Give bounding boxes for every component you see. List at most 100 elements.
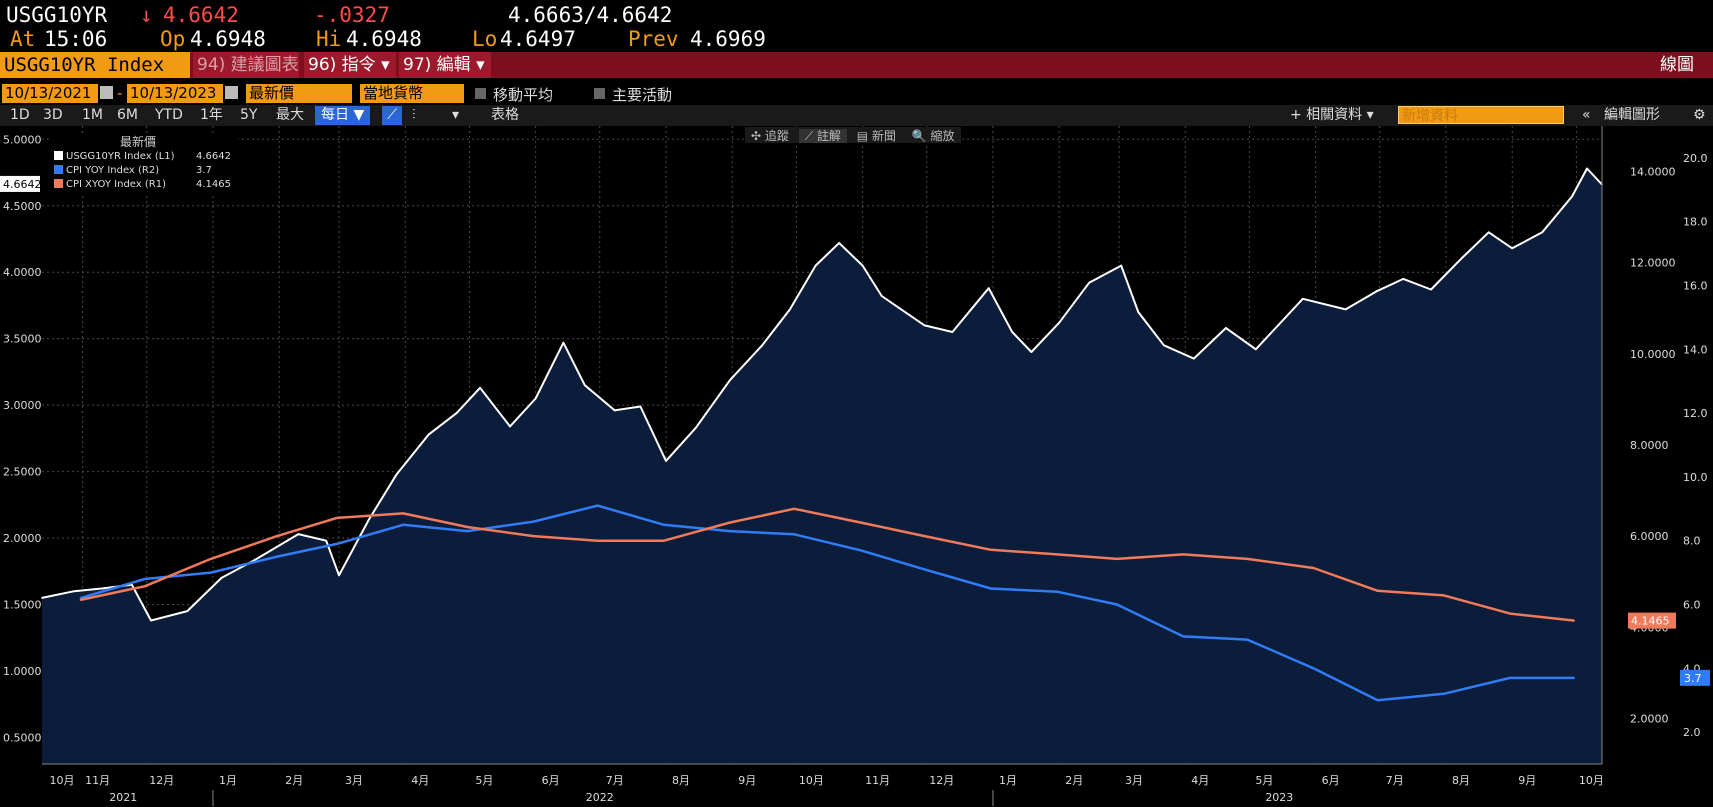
end-date-input[interactable]: 10/13/2023 bbox=[127, 84, 223, 103]
dropdown-icon[interactable]: ▾ bbox=[452, 107, 460, 123]
y-r2-tick-label: 16.0 bbox=[1683, 280, 1708, 293]
period-1y[interactable]: 1年 bbox=[200, 107, 223, 123]
period-6m[interactable]: 6M bbox=[117, 107, 138, 123]
data-point bbox=[1011, 331, 1013, 333]
last-value-tag-r2 bbox=[1680, 669, 1710, 686]
x-year-label: 2023 bbox=[1265, 791, 1293, 804]
tool-annotate[interactable]: ⟋ 註解 bbox=[798, 129, 847, 143]
y-r2-tick-label: 18.0 bbox=[1683, 216, 1708, 229]
period-ytd[interactable]: YTD bbox=[155, 107, 183, 123]
data-point bbox=[427, 433, 430, 436]
x-month-label: 8月 bbox=[1452, 774, 1470, 787]
prev-value: 4.6969 bbox=[690, 27, 766, 51]
calendar-icon[interactable] bbox=[225, 86, 238, 99]
legend-swatch bbox=[54, 151, 63, 160]
down-arrow-icon: ↓ bbox=[140, 3, 153, 27]
data-point bbox=[186, 610, 189, 612]
moving-average-checkbox[interactable] bbox=[475, 88, 486, 99]
calendar-icon[interactable] bbox=[100, 86, 113, 99]
security-field[interactable]: USGG10YR Index bbox=[0, 52, 190, 78]
x-month-label: 2月 bbox=[285, 774, 303, 787]
edit-chart-button[interactable]: 編輯圖形 bbox=[1604, 107, 1660, 123]
x-month-label: 10月 bbox=[799, 774, 824, 787]
x-month-label: 3月 bbox=[345, 774, 363, 787]
data-point bbox=[1137, 311, 1140, 313]
bar-chart-icon[interactable]: ⫶ bbox=[412, 107, 416, 123]
open-value: 4.6948 bbox=[190, 27, 266, 51]
period-1d[interactable]: 1D bbox=[10, 107, 30, 123]
x-month-label: 8月 bbox=[672, 774, 690, 787]
x-year-label: 2022 bbox=[586, 791, 614, 804]
period-3d[interactable]: 3D bbox=[43, 107, 63, 123]
data-point bbox=[583, 384, 586, 386]
low-value: 4.6497 bbox=[500, 27, 576, 51]
currency-select[interactable]: 當地貨幣 bbox=[360, 84, 464, 103]
y-left-tick-label: 1.0000 bbox=[3, 665, 42, 678]
period-max[interactable]: 最大 bbox=[276, 107, 304, 123]
data-point bbox=[1312, 667, 1315, 670]
x-month-label: 12月 bbox=[149, 774, 174, 787]
last-value-r2: 3.7 bbox=[1684, 672, 1702, 685]
field-select[interactable]: 最新價 bbox=[246, 84, 352, 103]
suggested-charts-button[interactable]: 94) 建議圖表 bbox=[193, 52, 299, 78]
y-r1-tick-label: 10.0000 bbox=[1630, 348, 1676, 361]
data-point bbox=[1586, 167, 1588, 170]
legend-swatch bbox=[54, 165, 63, 174]
related-data-button[interactable]: + 相關資料 ▾ bbox=[1290, 107, 1374, 123]
data-point bbox=[532, 535, 535, 537]
chart-legend: 最新價 USGG10YR Index (L1) 4.6642 CPI YOY I… bbox=[50, 133, 238, 195]
data-point bbox=[1376, 290, 1379, 292]
data-point bbox=[1116, 558, 1118, 560]
tool-track[interactable]: ✣ 追蹤 bbox=[751, 129, 789, 143]
period-1m[interactable]: 1M bbox=[82, 107, 103, 123]
y-left-tick-label: 5.0000 bbox=[3, 133, 42, 146]
table-button[interactable]: 表格 bbox=[491, 107, 519, 123]
quote-header: USGG10YR ↓ 4.6642 -.0327 4.6663/4.6642 A… bbox=[0, 0, 1713, 52]
chart-svg: 0.5000 1.0000 1.5000 2.0000 2.5000 3.0000 3.50… bbox=[0, 126, 1710, 806]
data-point bbox=[1056, 590, 1058, 593]
y-r2-tick-label: 20.0 bbox=[1683, 152, 1708, 165]
data-point bbox=[639, 405, 642, 408]
data-point bbox=[1058, 321, 1061, 324]
last-price: 4.6642 bbox=[163, 3, 239, 27]
data-point bbox=[1509, 612, 1511, 615]
legend-item-cpi-xyoy[interactable]: CPI XYOY Index (R1) bbox=[54, 179, 166, 190]
legend-item-cpi-yoy[interactable]: CPI YOY Index (R2) bbox=[54, 165, 159, 176]
data-point bbox=[150, 619, 152, 622]
collapse-icon[interactable]: « bbox=[1582, 107, 1591, 123]
main-activity-checkbox[interactable] bbox=[594, 88, 605, 99]
gear-icon[interactable]: ⚙ bbox=[1693, 107, 1706, 123]
at-label: At bbox=[10, 27, 36, 51]
y-r1-tick-label: 14.0000 bbox=[1630, 166, 1676, 179]
data-point bbox=[859, 521, 862, 524]
data-point bbox=[1246, 638, 1249, 641]
start-date-input[interactable]: 10/13/2021 bbox=[2, 84, 98, 103]
data-point bbox=[143, 585, 146, 588]
data-point bbox=[987, 287, 990, 289]
x-month-label: 6月 bbox=[1322, 774, 1340, 787]
data-point bbox=[951, 331, 954, 333]
ticker-label: USGG10YR bbox=[6, 3, 108, 27]
add-data-input[interactable]: 新增資料 bbox=[1398, 106, 1564, 124]
data-point bbox=[509, 425, 511, 428]
y-left-tick-label: 1.5000 bbox=[3, 599, 42, 612]
tool-news[interactable]: ▤ 新聞 bbox=[856, 129, 896, 143]
data-point bbox=[1376, 699, 1379, 701]
data-point bbox=[665, 460, 667, 462]
period-5y[interactable]: 5Y bbox=[240, 107, 258, 123]
data-point bbox=[1120, 264, 1122, 267]
commands-menu[interactable]: 96) 指令 ▾ bbox=[304, 52, 396, 78]
data-point bbox=[1443, 693, 1445, 695]
y-left-tick-label: 4.0000 bbox=[3, 266, 42, 279]
period-toolbar: 1D 3D 1M 6M YTD 1年 5Y 最大 每日 ▼ ⟋ ⫶ ▾ 表格 +… bbox=[0, 105, 1713, 126]
y-r1-tick-label: 2.0000 bbox=[1630, 712, 1669, 725]
legend-item-usgg10yr[interactable]: USGG10YR Index (L1) bbox=[54, 151, 175, 162]
frequency-select[interactable]: 每日 ▼ bbox=[315, 106, 371, 125]
edit-menu[interactable]: 97) 編輯 ▾ bbox=[399, 52, 491, 78]
x-year-label: 2021 bbox=[109, 791, 137, 804]
data-point bbox=[789, 308, 791, 311]
data-point bbox=[1509, 677, 1511, 679]
line-chart-icon[interactable]: ⟋ bbox=[382, 106, 402, 125]
tool-zoom[interactable]: 🔍 縮放 bbox=[911, 129, 955, 143]
data-point bbox=[143, 578, 146, 580]
